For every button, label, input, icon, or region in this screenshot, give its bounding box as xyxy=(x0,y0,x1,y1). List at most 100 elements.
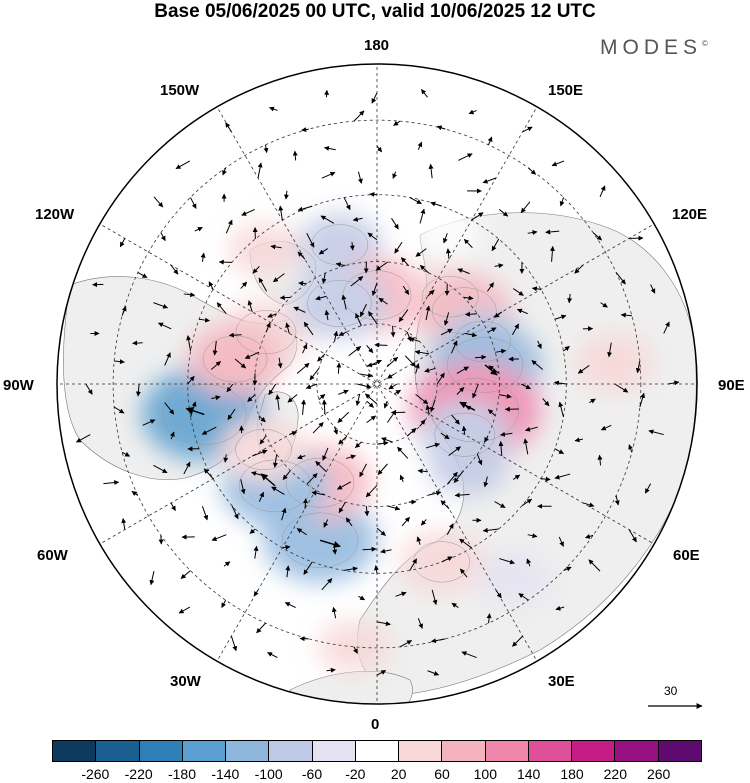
wind-arrow xyxy=(484,435,489,443)
wind-arrow xyxy=(345,517,353,527)
wind-arrow xyxy=(358,595,366,601)
wind-arrow xyxy=(574,437,583,443)
wind-arrow xyxy=(321,171,336,179)
wind-arrow xyxy=(663,321,670,334)
wind-arrow xyxy=(119,238,126,248)
wind-arrow xyxy=(210,361,222,370)
wind-arrow xyxy=(494,263,504,269)
wind-arrow xyxy=(468,109,477,115)
wind-arrow xyxy=(589,398,596,404)
wind-arrow xyxy=(278,205,284,221)
colorbar-segment xyxy=(399,741,443,761)
wind-arrow xyxy=(258,415,266,423)
wind-arrow xyxy=(368,311,378,325)
wind-arrow xyxy=(402,285,410,295)
wind-arrow xyxy=(269,106,278,112)
colorbar-segment xyxy=(312,741,356,761)
wind-arrow xyxy=(305,383,318,389)
wind-arrow xyxy=(443,312,450,326)
wind-arrow xyxy=(512,288,524,296)
wind-arrow xyxy=(520,383,532,390)
wind-arrow xyxy=(302,498,308,509)
wind-arrow xyxy=(164,402,175,415)
wind-arrow xyxy=(354,441,362,449)
wind-arrow xyxy=(226,383,234,393)
wind-arrow xyxy=(169,431,175,440)
wind-arrow xyxy=(600,302,608,308)
wind-arrow xyxy=(282,470,291,481)
brand-mark: © xyxy=(702,39,708,48)
wind-arrow xyxy=(378,297,388,305)
wind-arrow xyxy=(463,238,473,249)
wind-arrow xyxy=(260,473,276,487)
wind-arrow xyxy=(189,197,197,209)
wind-arrow xyxy=(614,383,629,393)
wind-arrow xyxy=(337,411,350,423)
wind-arrow xyxy=(221,599,227,608)
wind-arrow xyxy=(397,446,409,459)
wind-arrow xyxy=(450,340,458,354)
wind-arrow xyxy=(428,163,434,179)
wind-arrow xyxy=(362,546,377,552)
wind-arrow xyxy=(399,640,413,648)
wind-arrow xyxy=(424,367,436,373)
wind-arrow xyxy=(200,252,206,262)
wind-arrow xyxy=(338,435,348,445)
wind-arrow xyxy=(451,414,460,425)
wind-arrow xyxy=(241,208,255,216)
wind-arrow xyxy=(211,534,227,541)
wind-arrow xyxy=(463,295,474,301)
colorbar-tick-label: -140 xyxy=(211,766,240,782)
wind-arrow xyxy=(338,331,348,336)
wind-arrow xyxy=(263,144,269,154)
wind-arrow xyxy=(298,280,307,286)
lon-label-0: 0 xyxy=(371,716,380,733)
colorbar-tick-label: -60 xyxy=(301,766,323,782)
wind-arrow xyxy=(211,395,221,401)
wind-arrow xyxy=(186,335,192,352)
wind-arrow xyxy=(142,419,156,426)
wind-arrow xyxy=(408,499,417,505)
wind-arrow xyxy=(75,434,91,443)
wind-arrow xyxy=(430,201,442,207)
wind-arrow xyxy=(404,355,417,368)
wind-arrow xyxy=(230,635,238,652)
wind-arrow xyxy=(454,492,470,498)
wind-arrow xyxy=(272,273,285,283)
wind-arrow xyxy=(121,518,127,530)
wind-arrow xyxy=(486,613,492,624)
wind-arrow xyxy=(400,257,410,267)
wind-arrow xyxy=(592,232,602,241)
wind-arrow xyxy=(387,505,401,511)
anomaly-blob xyxy=(477,552,550,606)
wind-arrow xyxy=(343,197,351,211)
wind-arrow xyxy=(499,558,515,565)
wind-arrow xyxy=(131,490,139,496)
wind-arrow xyxy=(563,345,570,352)
meridian-line xyxy=(99,384,376,545)
lon-label-30e: 30E xyxy=(548,673,575,690)
wind-arrow xyxy=(441,556,453,563)
wind-arrow xyxy=(380,548,392,554)
colorbar-segment xyxy=(96,741,140,761)
wind-arrow xyxy=(194,226,203,232)
map-boundary xyxy=(56,63,698,705)
wind-arrow xyxy=(425,404,431,415)
wind-arrow xyxy=(323,145,336,151)
wind-arrow xyxy=(495,348,507,354)
wind-arrow xyxy=(285,322,291,334)
anomaly-contour xyxy=(446,337,524,393)
wind-arrow xyxy=(430,399,436,413)
wind-arrow xyxy=(183,461,191,475)
colorbar-tick-label: 100 xyxy=(473,766,498,782)
lon-label-90w: 90W xyxy=(3,377,34,394)
wind-arrow xyxy=(615,272,626,285)
wind-arrow xyxy=(349,242,355,251)
wind-arrow xyxy=(296,528,307,536)
colorbar-tick-labels: -260 -220 -180 -140 -100 -60 -20 20 60 100 140 180 2… xyxy=(52,765,702,783)
wind-arrow xyxy=(523,438,529,455)
wind-arrow xyxy=(153,196,164,208)
lon-label-60e: 60E xyxy=(673,547,700,564)
brand-name: MODES xyxy=(600,36,703,59)
